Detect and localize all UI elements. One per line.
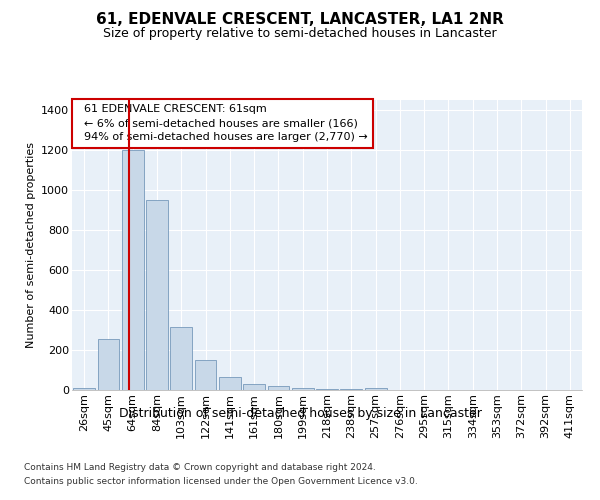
Bar (97, 339, 119, 390)
Bar (316, 389, 338, 390)
Text: Distribution of semi-detached houses by size in Lancaster: Distribution of semi-detached houses by … (119, 408, 481, 420)
Bar (340, 389, 362, 390)
Bar (122, 150, 143, 390)
Bar (365, 388, 386, 390)
Y-axis label: Number of semi-detached properties: Number of semi-detached properties (26, 142, 35, 348)
Bar (170, 327, 192, 390)
Text: Contains HM Land Registry data © Crown copyright and database right 2024.: Contains HM Land Registry data © Crown c… (24, 462, 376, 471)
Bar (146, 200, 168, 390)
Bar (268, 386, 289, 390)
Bar (194, 360, 217, 390)
Bar (73, 388, 95, 390)
Bar (243, 384, 265, 390)
Text: 61, EDENVALE CRESCENT, LANCASTER, LA1 2NR: 61, EDENVALE CRESCENT, LANCASTER, LA1 2N… (96, 12, 504, 28)
Bar (292, 388, 314, 390)
Bar (219, 377, 241, 390)
Text: 61 EDENVALE CRESCENT: 61sqm
  ← 6% of semi-detached houses are smaller (166)
  9: 61 EDENVALE CRESCENT: 61sqm ← 6% of semi… (77, 104, 368, 142)
Text: Size of property relative to semi-detached houses in Lancaster: Size of property relative to semi-detach… (103, 28, 497, 40)
Text: Contains public sector information licensed under the Open Government Licence v3: Contains public sector information licen… (24, 478, 418, 486)
